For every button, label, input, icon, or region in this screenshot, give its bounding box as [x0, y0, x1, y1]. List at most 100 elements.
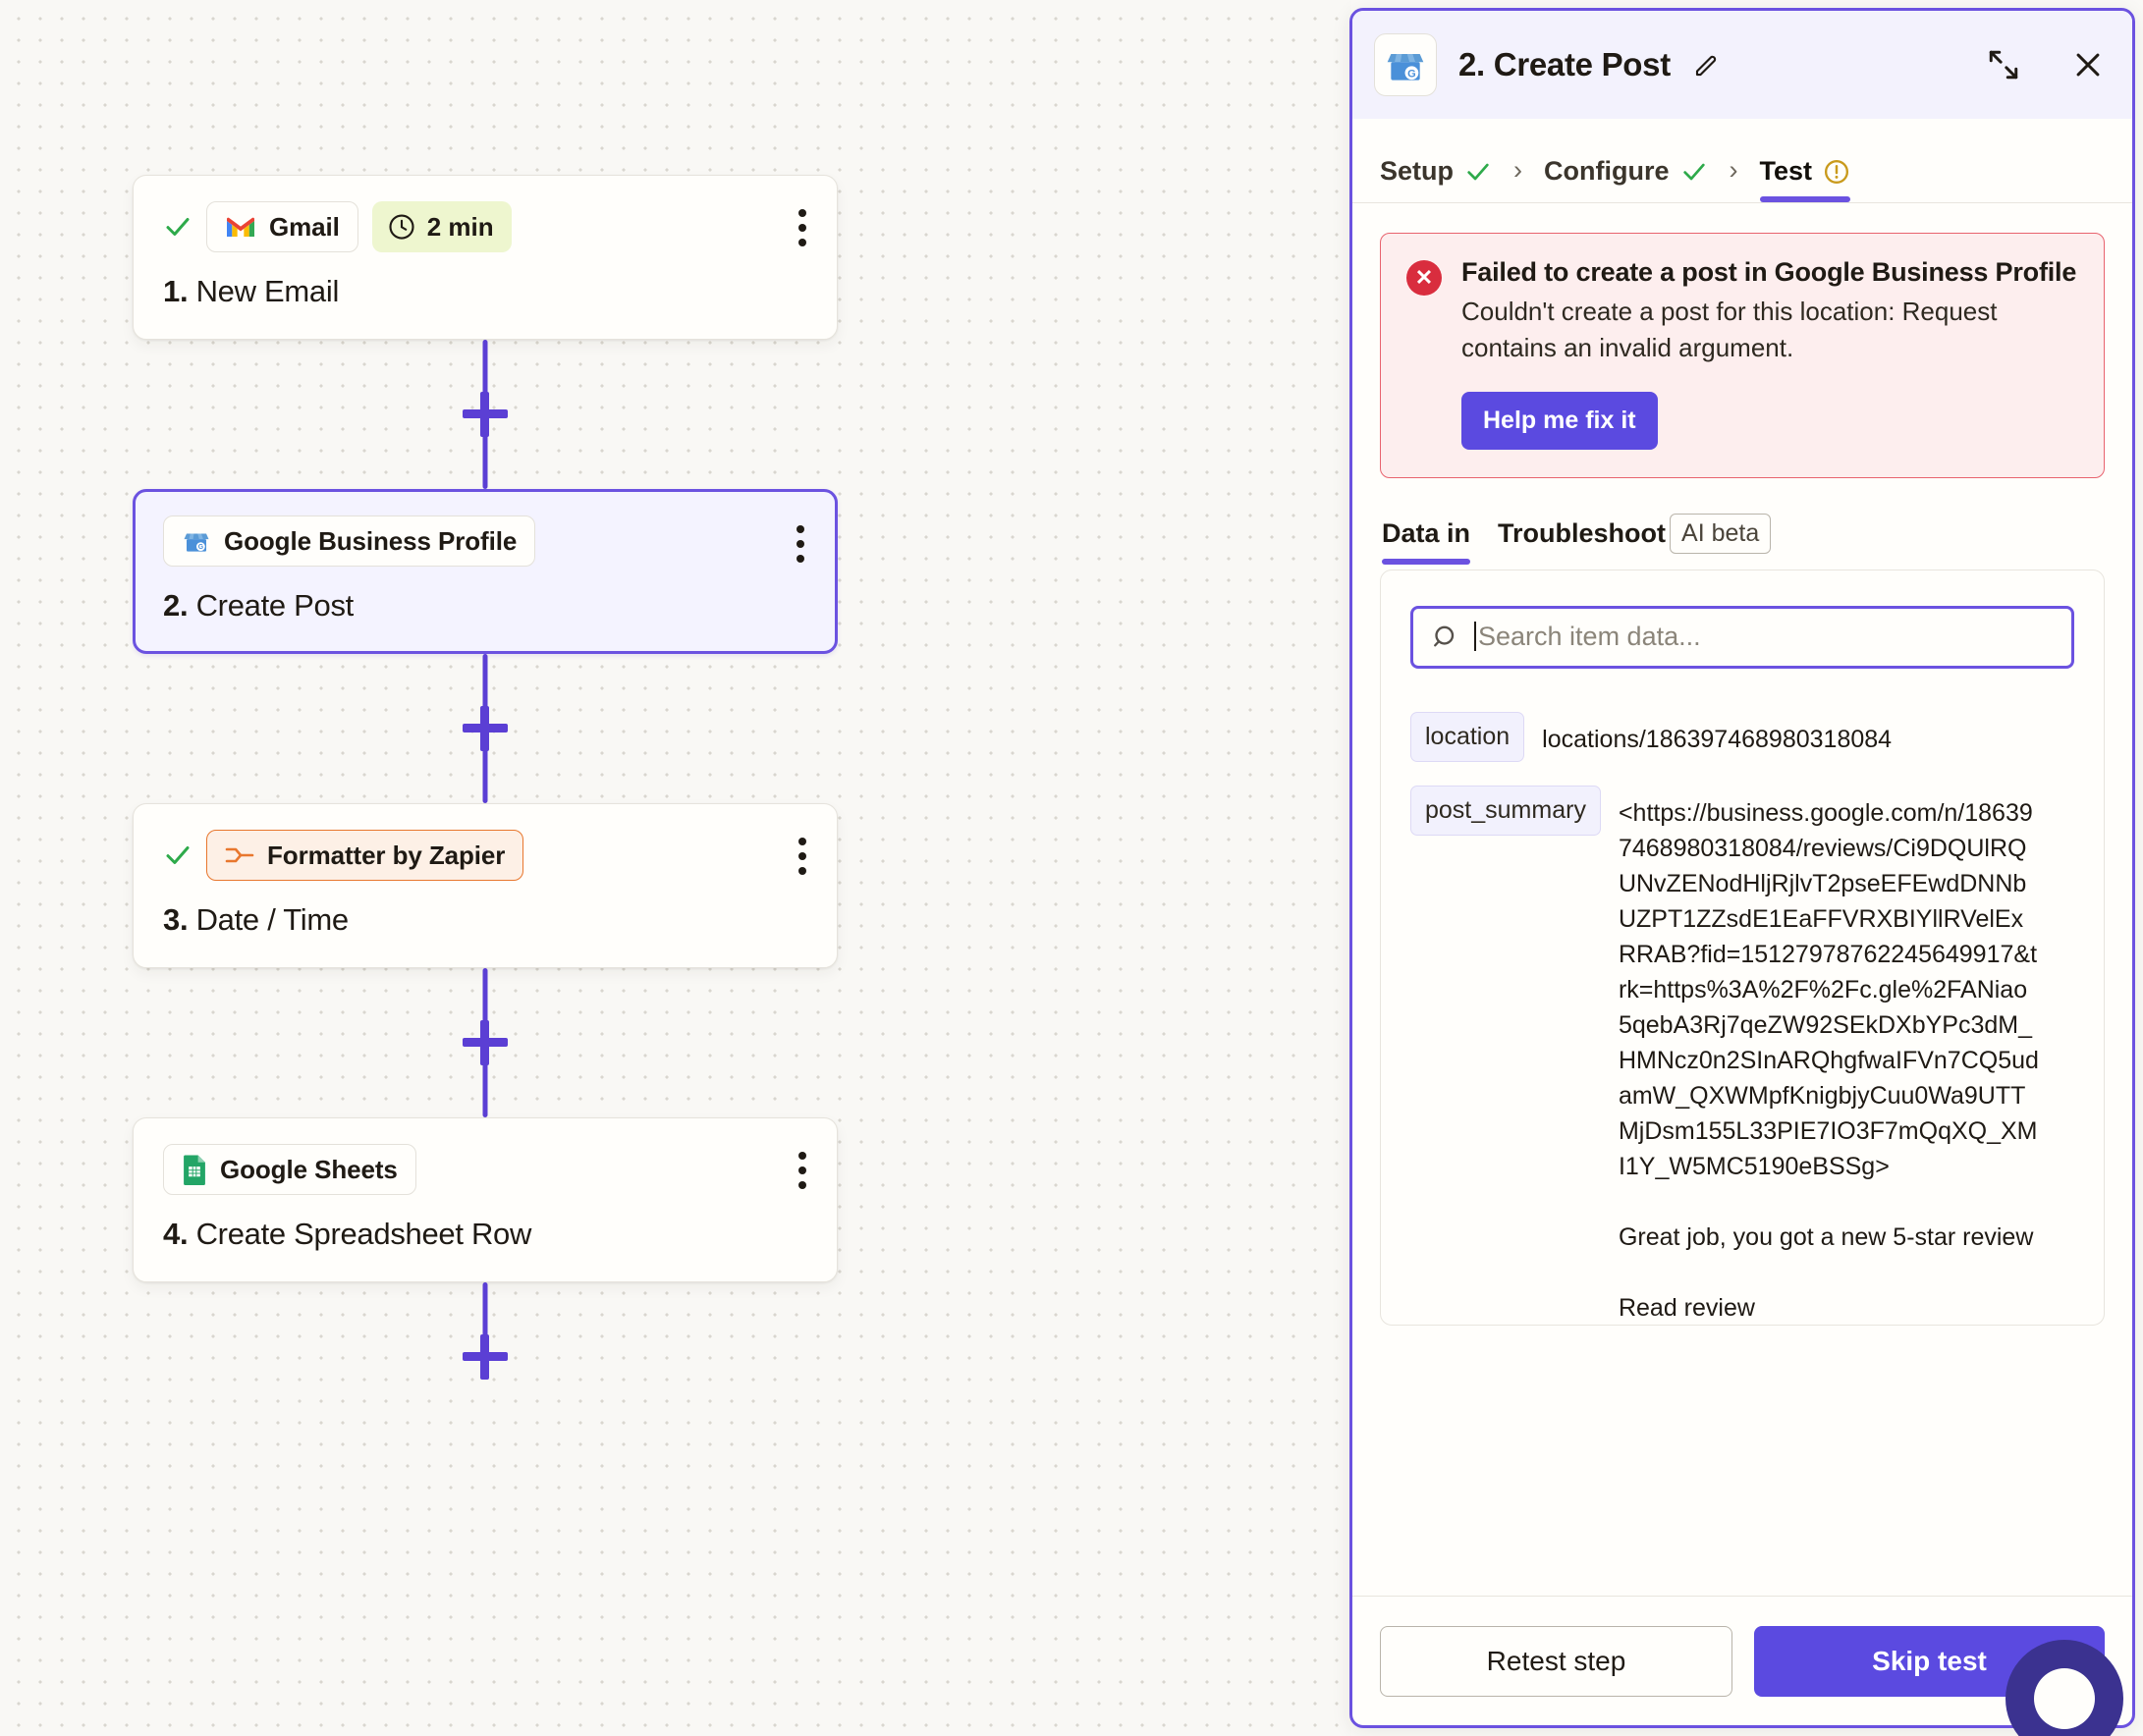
add-step-connector-4 [133, 1282, 838, 1432]
node-menu-button[interactable] [797, 1152, 807, 1189]
workflow-node-3-date-time[interactable]: Formatter by Zapier 3. Date / Time [133, 803, 838, 968]
wizard-step-test[interactable]: Test [1759, 156, 1851, 202]
add-step-button[interactable] [463, 706, 508, 751]
node-step-title: Date / Time [195, 902, 350, 937]
app-chip-label: Gmail [269, 211, 340, 242]
app-chip-label: Google Business Profile [224, 525, 518, 556]
workflow-steps-list: Gmail 2 min 1. New Email [133, 175, 840, 1432]
add-step-connector-1 [133, 340, 838, 489]
app-chip-google-sheets[interactable]: Google Sheets [163, 1144, 416, 1195]
error-x-icon: ✕ [1406, 260, 1442, 296]
node-title: 4. Create Spreadsheet Row [163, 1217, 807, 1252]
rename-step-button[interactable] [1692, 50, 1722, 80]
google-business-profile-icon: G [184, 533, 209, 552]
data-field-row: location locations/186397468980318084 [1410, 711, 2074, 762]
connector-line [482, 340, 488, 395]
ai-beta-badge: AI beta [1670, 513, 1772, 554]
node-step-number: 4. [163, 1217, 189, 1251]
data-field-row: post_summary <https://business.google.co… [1410, 785, 2074, 1325]
wizard-step-configure[interactable]: Configure [1544, 156, 1708, 202]
gmail-icon [227, 217, 254, 237]
node-menu-button[interactable] [797, 209, 807, 246]
add-step-connector-2 [133, 654, 838, 803]
node-header-row: Gmail 2 min [163, 201, 807, 252]
data-field-value: locations/186397468980318084 [1542, 725, 1893, 753]
search-placeholder-text: Search item data... [1478, 622, 1701, 652]
node-delay-label: 2 min [426, 211, 494, 242]
node-step-number: 3. [163, 902, 189, 937]
svg-text:G: G [1407, 68, 1416, 80]
app-chip-google-business-profile[interactable]: G Google Business Profile [163, 515, 536, 567]
node-step-number: 2. [163, 588, 189, 623]
help-chat-icon[interactable] [2006, 1640, 2123, 1736]
node-header-row: G Google Business Profile [163, 515, 807, 567]
wizard-step-setup[interactable]: Setup [1380, 156, 1492, 202]
panel-title: 2. Create Post [1458, 46, 1671, 82]
data-field-value: <https://business.google.com/n/186397468… [1618, 798, 2039, 1322]
connector-line [482, 1062, 488, 1117]
data-field-key: post_summary [1410, 785, 1601, 836]
workflow-node-4-create-spreadsheet-row[interactable]: Google Sheets 4. Create Spreadsheet Row [133, 1117, 838, 1282]
node-step-title: Create Spreadsheet Row [195, 1217, 532, 1251]
add-step-connector-3 [133, 968, 838, 1117]
wizard-step-label: Test [1759, 156, 1813, 186]
node-step-number: 1. [163, 274, 189, 308]
check-icon [166, 218, 190, 236]
close-icon [2076, 53, 2100, 77]
node-title: 3. Date / Time [163, 902, 807, 938]
search-item-data-field[interactable]: Search item data... [1410, 605, 2074, 669]
add-step-button[interactable] [463, 392, 508, 437]
search-icon [1434, 625, 1455, 647]
close-panel-button[interactable] [2071, 48, 2105, 81]
google-business-profile-icon: G [1387, 54, 1424, 81]
workflow-node-2-create-post[interactable]: G Google Business Profile 2. Create Post [133, 489, 838, 654]
workflow-canvas[interactable]: Gmail 2 min 1. New Email [0, 0, 1351, 1736]
node-title: 1. New Email [163, 274, 807, 309]
workflow-node-1-new-email[interactable]: Gmail 2 min 1. New Email [133, 175, 838, 340]
node-menu-button[interactable] [797, 838, 807, 875]
app-chip-label: Google Sheets [220, 1154, 398, 1184]
connector-line [482, 434, 488, 489]
node-menu-button[interactable] [796, 525, 805, 563]
add-step-button[interactable] [463, 1020, 508, 1065]
warning-icon [1825, 159, 1849, 184]
check-icon [1467, 163, 1489, 180]
app-chip-label: Formatter by Zapier [267, 840, 506, 870]
check-icon [1682, 163, 1705, 180]
connector-line [482, 748, 488, 803]
panel-body: ✕ Failed to create a post in Google Busi… [1352, 203, 2132, 1596]
help-chat-inner [2034, 1668, 2095, 1729]
retest-step-button[interactable]: Retest step [1380, 1625, 1732, 1697]
search-input-placeholder: Search item data... [1474, 622, 1701, 652]
app-chip-formatter-by-zapier[interactable]: Formatter by Zapier [206, 830, 524, 881]
node-header-row: Formatter by Zapier [163, 830, 807, 881]
node-header-row: Google Sheets [163, 1144, 807, 1195]
add-step-button[interactable] [463, 1334, 508, 1380]
expand-panel-button[interactable] [1987, 48, 2020, 81]
wizard-separator: › [1513, 155, 1523, 185]
tab-troubleshoot[interactable]: Troubleshoot [1498, 517, 1667, 548]
connector-line [482, 968, 488, 1023]
svg-text:G: G [198, 544, 203, 551]
node-step-title: Create Post [195, 588, 355, 623]
pencil-icon [1695, 55, 1717, 77]
data-subtabs: Data in Troubleshoot AI beta [1380, 513, 2105, 570]
node-title: 2. Create Post [163, 588, 807, 624]
app-chip-gmail[interactable]: Gmail [206, 201, 358, 252]
formatter-icon [225, 847, 254, 863]
data-in-panel: Search item data... location locations/1… [1380, 569, 2105, 1326]
expand-icon [1989, 50, 2018, 80]
data-field-key: location [1410, 711, 1525, 762]
clock-icon [389, 214, 414, 240]
wizard-breadcrumb: Setup › Configure › Test [1352, 119, 2132, 203]
wizard-step-label: Setup [1380, 156, 1455, 186]
google-sheets-icon [184, 1155, 205, 1185]
wizard-step-label: Configure [1544, 156, 1670, 186]
panel-app-icon: G [1374, 33, 1437, 96]
error-alert-message: Couldn't create a post for this location… [1461, 297, 1998, 362]
panel-header: G 2. Create Post [1352, 11, 2132, 119]
tab-data-in[interactable]: Data in [1382, 518, 1471, 565]
help-me-fix-it-button[interactable]: Help me fix it [1461, 391, 1658, 450]
connector-line [482, 1282, 488, 1337]
step-detail-panel: G 2. Create Post [1349, 8, 2135, 1728]
